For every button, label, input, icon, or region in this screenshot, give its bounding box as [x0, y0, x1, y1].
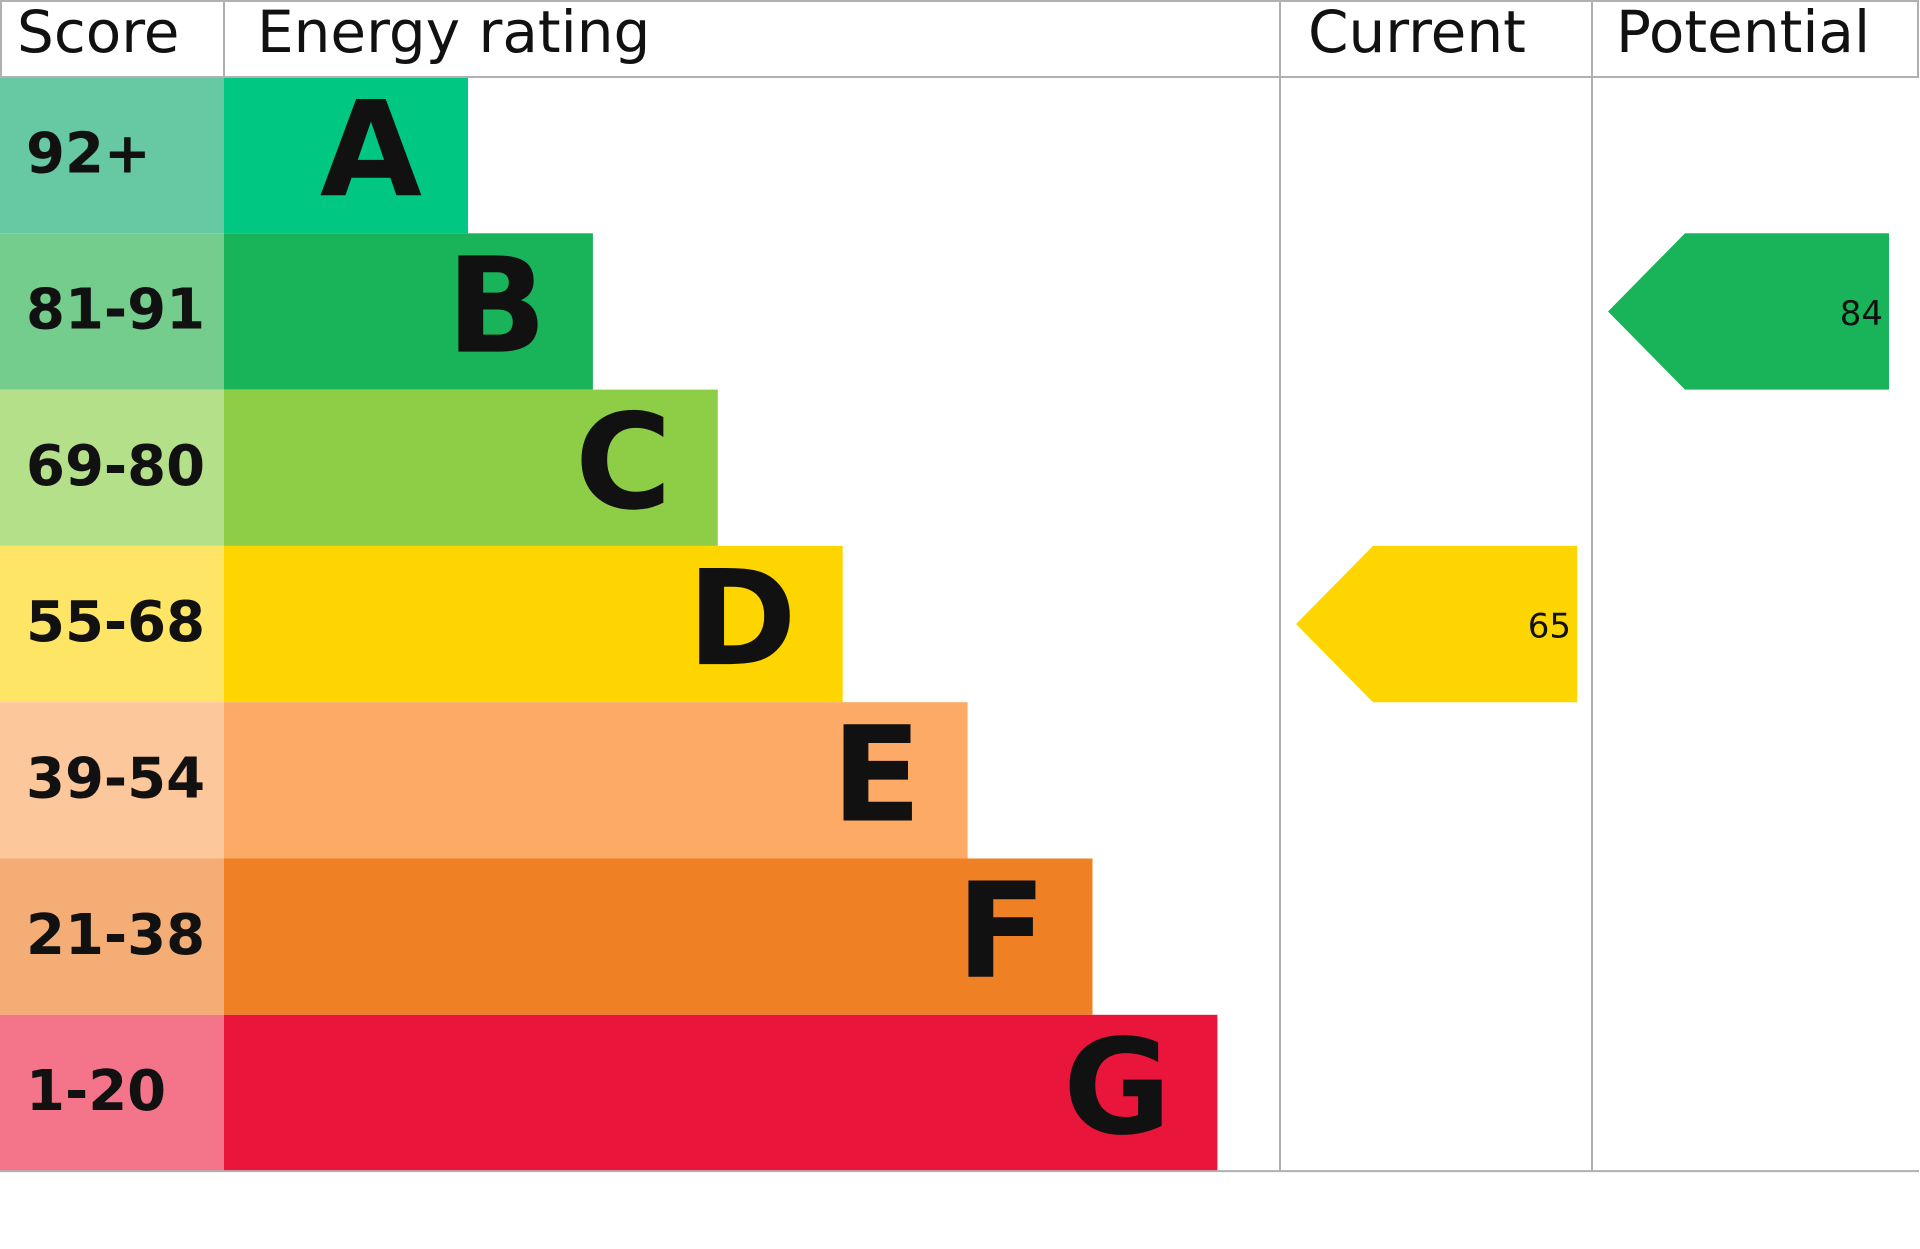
rating-letter: B — [446, 230, 547, 384]
rating-bar — [224, 545, 843, 703]
score-label: 39-54 — [26, 746, 205, 811]
score-cell — [0, 1014, 224, 1172]
rating-bar — [224, 233, 593, 390]
score-cell — [0, 389, 224, 546]
rating-bar — [224, 77, 468, 234]
potential-value: 84 — [1840, 294, 1883, 334]
rating-letter: C — [575, 386, 672, 540]
rating-letter: F — [956, 855, 1046, 1009]
score-label: 1-20 — [26, 1059, 166, 1124]
score-label: 69-80 — [26, 434, 205, 499]
score-cell — [0, 77, 224, 234]
score-label: 81-91 — [26, 278, 205, 343]
header-current: Current — [1308, 0, 1526, 66]
score-cell — [0, 702, 224, 859]
current-value: 65 — [1528, 607, 1571, 647]
score-cell — [0, 545, 224, 703]
rating-bar — [224, 858, 1093, 1015]
score-label: 55-68 — [26, 590, 205, 655]
score-label: 21-38 — [26, 903, 205, 968]
score-cell — [0, 858, 224, 1015]
rating-letter: E — [831, 698, 921, 852]
rating-bar — [224, 389, 718, 546]
score-label: 92+ — [26, 121, 151, 186]
rating-bar — [224, 1014, 1218, 1172]
header-rating: Energy rating — [257, 0, 650, 66]
current-arrow — [1296, 545, 1577, 703]
potential-arrow — [1608, 233, 1889, 390]
score-cell — [0, 233, 224, 390]
rating-letter: A — [320, 73, 422, 227]
rating-letter: G — [1063, 1011, 1171, 1165]
rating-letter: D — [687, 542, 797, 696]
rating-bar — [224, 702, 968, 859]
header-score: Score — [17, 0, 179, 66]
header-potential: Potential — [1616, 0, 1870, 66]
